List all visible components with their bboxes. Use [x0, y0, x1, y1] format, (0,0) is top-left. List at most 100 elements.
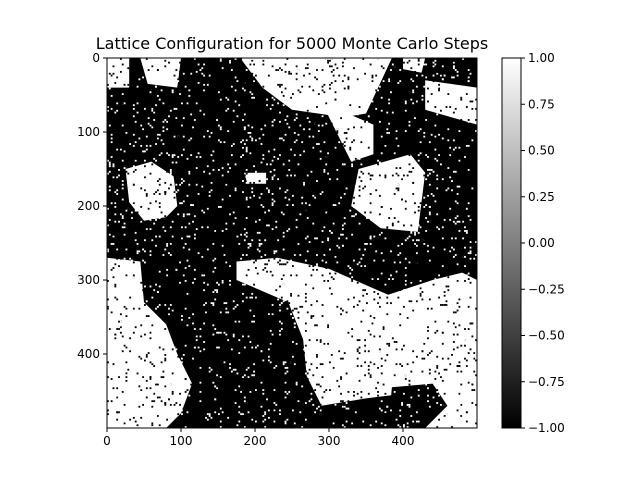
noise-cell	[288, 241, 291, 243]
noise-cell	[192, 124, 194, 127]
noise-cell	[412, 239, 415, 242]
noise-cell	[280, 83, 283, 86]
noise-cell	[406, 426, 409, 428]
noise-cell	[312, 274, 315, 277]
noise-cell	[195, 167, 198, 169]
chart-title: Lattice Configuration for 5000 Monte Car…	[96, 34, 489, 53]
noise-cell	[203, 170, 206, 173]
noise-cell	[303, 74, 305, 77]
noise-cell	[452, 348, 455, 351]
noise-cell	[406, 96, 409, 99]
noise-cell	[427, 326, 429, 329]
noise-cell	[203, 211, 206, 214]
noise-cell	[458, 194, 461, 197]
noise-cell	[293, 119, 296, 121]
noise-cell	[469, 254, 472, 256]
noise-cell	[369, 424, 372, 427]
noise-cell	[353, 389, 355, 391]
noise-cell	[321, 304, 324, 306]
noise-cell	[345, 407, 348, 410]
noise-cell	[292, 111, 294, 114]
noise-cell	[245, 389, 248, 391]
noise-cell	[192, 130, 194, 132]
noise-cell	[312, 89, 315, 92]
noise-cell	[417, 420, 420, 423]
noise-cell	[397, 144, 400, 147]
noise-cell	[366, 315, 368, 317]
noise-cell	[288, 120, 291, 123]
noise-cell	[138, 96, 141, 99]
noise-cell	[417, 239, 420, 242]
noise-cell	[377, 302, 379, 305]
noise-cell	[262, 157, 265, 160]
noise-cell	[188, 89, 191, 92]
noise-cell	[467, 139, 470, 142]
noise-cell	[292, 204, 294, 206]
noise-cell	[175, 415, 178, 417]
noise-cell	[366, 302, 368, 305]
noise-cell	[408, 120, 411, 123]
noise-cell	[415, 422, 418, 425]
noise-cell	[414, 385, 416, 388]
noise-cell	[329, 379, 331, 382]
noise-cell	[140, 405, 143, 408]
noise-cell	[230, 318, 233, 321]
noise-cell	[364, 400, 366, 403]
noise-cell	[465, 374, 468, 377]
noise-cell	[271, 348, 274, 351]
noise-cell	[121, 350, 124, 353]
noise-cell	[438, 372, 440, 375]
noise-cell	[451, 407, 453, 410]
noise-cell	[436, 174, 439, 177]
noise-cell	[260, 163, 263, 166]
noise-cell	[227, 107, 230, 110]
noise-cell	[306, 217, 309, 219]
noise-cell	[267, 259, 270, 262]
noise-cell	[404, 280, 407, 282]
noise-cell	[151, 391, 154, 393]
noise-cell	[323, 254, 326, 256]
noise-cell	[199, 400, 202, 403]
noise-cell	[412, 309, 415, 312]
noise-cell	[171, 154, 174, 157]
noise-cell	[218, 115, 220, 118]
noise-cell	[125, 280, 128, 282]
noise-cell	[445, 106, 448, 108]
noise-cell	[467, 328, 470, 330]
noise-cell	[121, 63, 124, 66]
noise-cell	[432, 59, 435, 62]
noise-cell	[367, 324, 370, 327]
noise-cell	[114, 213, 117, 216]
noise-cell	[423, 67, 426, 70]
noise-cell	[419, 317, 422, 319]
noise-cell	[253, 63, 255, 66]
noise-cell	[323, 391, 326, 393]
noise-cell	[384, 167, 387, 169]
noise-cell	[195, 150, 198, 153]
noise-cell	[373, 291, 376, 293]
noise-cell	[266, 355, 268, 358]
noise-cell	[147, 194, 150, 197]
noise-cell	[292, 241, 294, 243]
noise-cell	[288, 72, 291, 75]
noise-cell	[277, 378, 280, 380]
noise-cell	[364, 344, 366, 347]
noise-cell	[308, 368, 311, 371]
noise-cell	[282, 344, 285, 347]
noise-cell	[403, 311, 405, 314]
noise-cell	[149, 254, 152, 256]
noise-cell	[158, 98, 161, 101]
noise-cell	[236, 200, 239, 203]
noise-cell	[119, 213, 122, 216]
noise-cell	[197, 69, 200, 71]
noise-cell	[243, 174, 246, 177]
noise-cell	[340, 280, 342, 282]
noise-cell	[321, 315, 324, 317]
noise-cell	[425, 359, 428, 362]
noise-cell	[467, 202, 470, 205]
noise-cell	[425, 213, 428, 216]
noise-cell	[336, 178, 339, 181]
noise-cell	[452, 174, 455, 177]
noise-cell	[108, 170, 111, 173]
noise-cell	[358, 82, 361, 84]
